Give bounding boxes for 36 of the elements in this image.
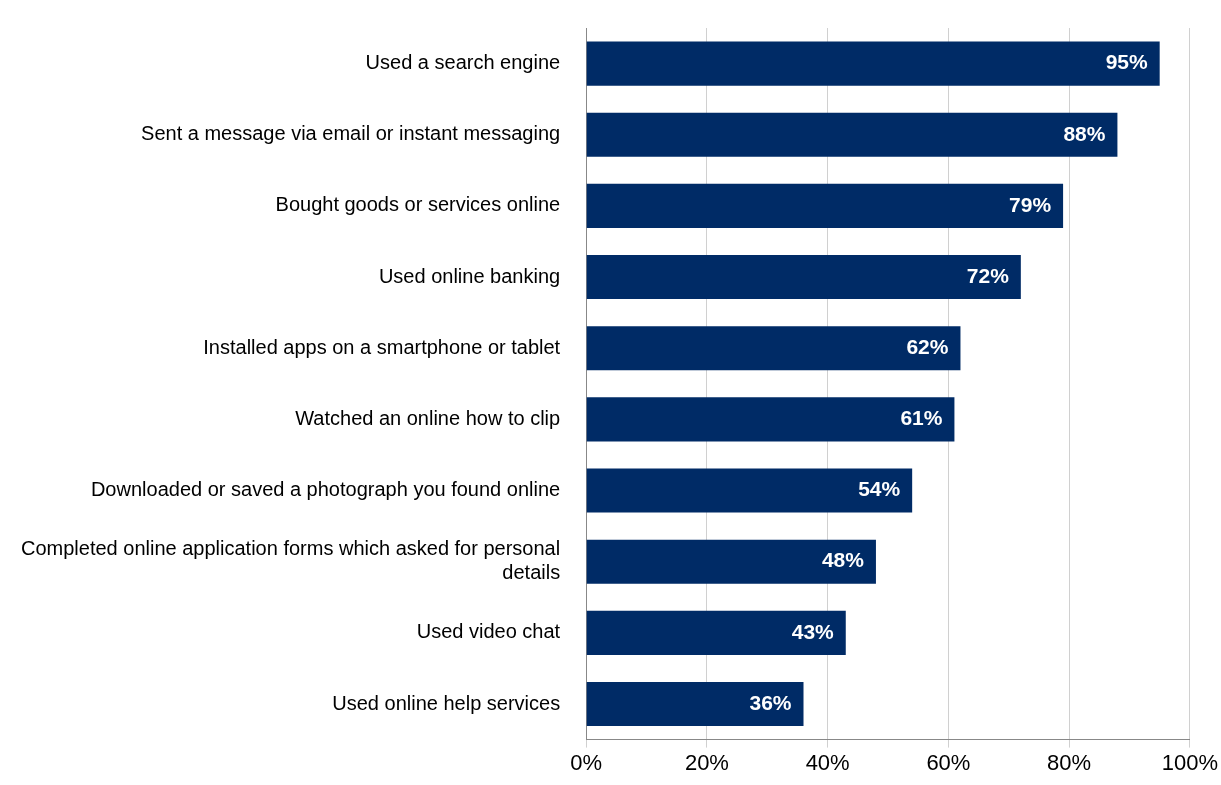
x-tick-label: 100% (1161, 749, 1219, 775)
y-tick-label: Watched an online how to clip (295, 406, 561, 429)
x-tick-label: 0% (570, 749, 603, 775)
data-label: 62% (906, 335, 949, 359)
bar (586, 41, 1160, 86)
data-label: 43% (791, 619, 835, 643)
x-tick-label: 40% (805, 749, 850, 775)
x-tick-label: 20% (684, 749, 729, 775)
y-tick-label: Sent a message via email or instant messaging (141, 122, 561, 145)
y-tick-label: Used video chat (416, 620, 561, 643)
y-tick-label: Used online help services (332, 691, 561, 714)
x-tick-label: 80% (1047, 749, 1092, 775)
bar (586, 468, 913, 513)
bar (586, 539, 876, 584)
data-label: 61% (900, 406, 943, 430)
data-label: 54% (858, 477, 901, 501)
data-label: 88% (1063, 121, 1106, 145)
bar (586, 183, 1064, 228)
data-label: 79% (1009, 192, 1052, 216)
data-label: 72% (966, 263, 1010, 287)
y-tick-label: Used online banking (378, 264, 561, 287)
y-tick-label: Installed apps on a smartphone or tablet (203, 335, 561, 358)
bar (586, 397, 955, 442)
data-label: 48% (821, 548, 865, 572)
data-label: 95% (1105, 50, 1149, 74)
bar (586, 681, 804, 727)
y-tick-label: Completed online application forms which asked for personal details (20, 537, 561, 584)
data-label: 36% (749, 690, 792, 714)
y-tick-label: Bought goods or services online (275, 193, 561, 216)
bar (586, 610, 846, 655)
y-tick-label: Downloaded or saved a photograph you found online (90, 478, 561, 501)
bar (586, 326, 961, 371)
bar (586, 112, 1118, 157)
y-tick-label: Used a search engine (365, 51, 561, 74)
x-tick-label: 60% (926, 749, 971, 775)
bar (586, 255, 1021, 300)
